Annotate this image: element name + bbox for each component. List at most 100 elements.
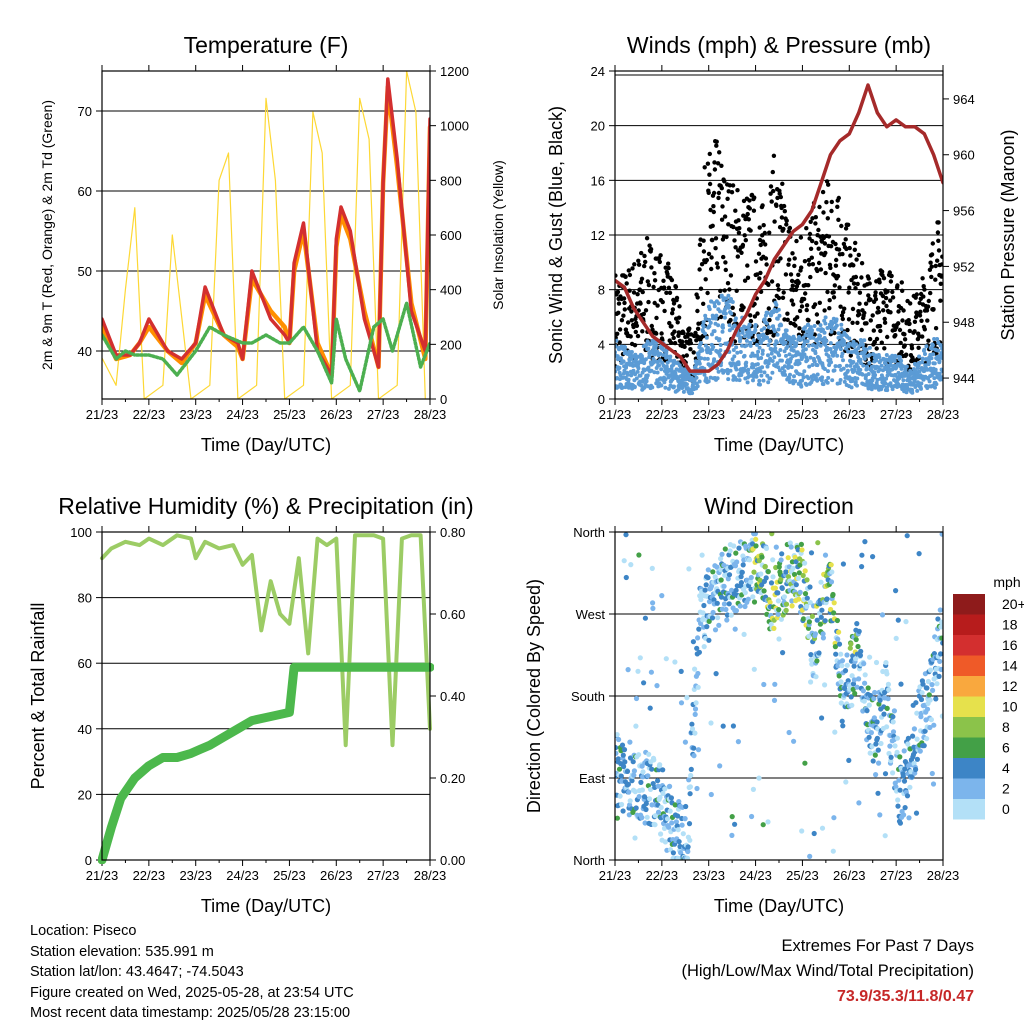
- direction-point: [885, 696, 891, 702]
- wind-point: [919, 381, 924, 386]
- gust-point: [798, 235, 804, 240]
- gust-point: [725, 196, 730, 201]
- gust-point: [846, 222, 851, 227]
- gust-point: [859, 327, 864, 333]
- wind-point: [772, 329, 777, 334]
- gust-point: [666, 285, 672, 290]
- gust-point: [695, 308, 700, 314]
- wind-point: [823, 342, 828, 347]
- wind-point: [646, 346, 651, 351]
- direction-point: [735, 739, 742, 745]
- direction-point: [746, 557, 753, 563]
- direction-point: [882, 771, 889, 777]
- direction-point: [694, 785, 700, 792]
- wind-point: [635, 369, 640, 374]
- wind-point: [652, 370, 657, 375]
- direction-point: [892, 743, 898, 749]
- wind-point: [812, 359, 817, 364]
- direction-point: [908, 769, 914, 775]
- direction-point: [632, 789, 638, 795]
- x-tick-label: 23/23: [179, 868, 212, 883]
- direction-point: [873, 772, 879, 778]
- wind-point: [718, 309, 722, 314]
- gust-point: [833, 241, 838, 247]
- direction-point: [883, 660, 889, 666]
- direction-point: [660, 790, 666, 797]
- direction-point: [618, 773, 624, 779]
- direction-point: [657, 762, 663, 768]
- wind-point: [791, 348, 796, 353]
- wind-point: [703, 313, 708, 318]
- gust-point: [701, 301, 706, 306]
- direction-point: [762, 563, 768, 570]
- direction-point: [824, 596, 830, 602]
- gust-point: [780, 181, 785, 186]
- gust-point: [727, 183, 732, 188]
- wind-point: [680, 386, 685, 390]
- wind-point: [638, 373, 643, 378]
- direction-point: [842, 685, 848, 692]
- direction-point: [615, 745, 619, 751]
- wind-point: [867, 361, 872, 365]
- x-tick-label: 26/23: [833, 407, 866, 422]
- direction-point: [638, 779, 644, 786]
- gust-point: [771, 153, 777, 158]
- y2-tick-label: 956: [953, 204, 975, 219]
- wind-point: [884, 376, 889, 381]
- gust-point: [758, 242, 763, 248]
- gust-point: [636, 258, 641, 263]
- wind-point: [848, 363, 853, 368]
- gust-point: [784, 222, 789, 227]
- gust-point: [866, 276, 871, 281]
- gust-point: [723, 267, 728, 273]
- gust-point: [808, 246, 814, 251]
- direction-point: [705, 567, 711, 573]
- series-2m-dewpoint: [102, 301, 430, 393]
- direction-point: [701, 602, 707, 609]
- direction-point: [718, 577, 724, 583]
- direction-point: [838, 700, 844, 706]
- direction-point: [903, 619, 909, 625]
- direction-point: [838, 651, 844, 657]
- direction-point: [649, 766, 655, 772]
- gust-point: [817, 204, 822, 210]
- direction-point: [715, 615, 721, 621]
- y2-axis-label: Station Pressure (Maroon): [998, 129, 1018, 340]
- gust-point: [762, 230, 767, 236]
- wind-point: [634, 376, 639, 381]
- gust-point: [814, 312, 820, 317]
- direction-point: [708, 720, 714, 726]
- gust-point: [846, 290, 851, 295]
- wind-point: [736, 331, 741, 336]
- gust-point: [757, 225, 762, 230]
- direction-point: [615, 756, 621, 762]
- direction-point: [795, 575, 802, 581]
- wind-point: [823, 321, 828, 326]
- wind-point: [902, 373, 907, 378]
- direction-point: [854, 621, 860, 627]
- wind-point: [737, 378, 742, 383]
- wind-point: [939, 351, 943, 355]
- gust-point: [806, 257, 812, 263]
- gust-point: [709, 266, 714, 272]
- direction-point: [706, 637, 712, 643]
- gust-point: [716, 190, 722, 196]
- x-tick-label: 24/23: [739, 868, 772, 883]
- direction-point: [647, 796, 653, 802]
- wind-point: [757, 345, 762, 350]
- direction-point: [918, 696, 925, 703]
- gust-point: [882, 316, 887, 322]
- gust-point: [688, 347, 693, 352]
- x-tick-label: 22/23: [646, 407, 679, 422]
- direction-point: [621, 763, 627, 770]
- direction-point: [791, 738, 797, 744]
- direction-point: [819, 825, 826, 831]
- direction-point: [692, 730, 698, 736]
- direction-point: [679, 822, 685, 828]
- direction-point: [739, 569, 745, 575]
- direction-point: [924, 736, 930, 742]
- gust-point: [850, 320, 855, 325]
- wind-point: [920, 360, 925, 365]
- direction-point: [615, 750, 619, 756]
- direction-point: [622, 759, 628, 765]
